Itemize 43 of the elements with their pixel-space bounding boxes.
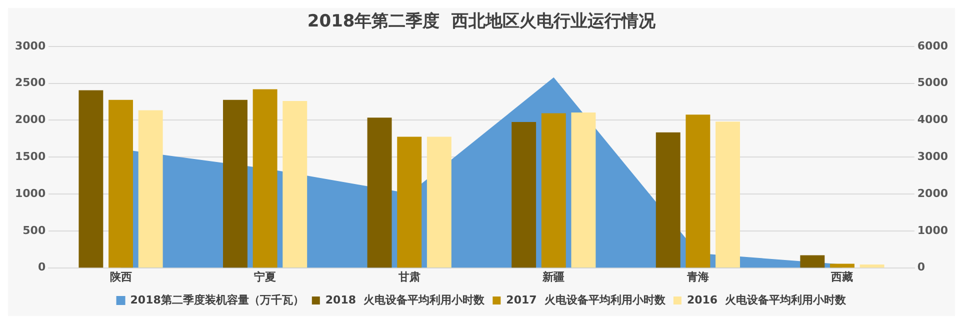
- bar: [367, 118, 392, 268]
- bar: [108, 100, 133, 268]
- bar: [830, 264, 854, 268]
- y-tick-label: 1000: [14, 186, 46, 200]
- y-tick-label: 0: [38, 260, 46, 274]
- y-tick-label: 3000: [14, 39, 46, 52]
- bar: [512, 122, 536, 268]
- bar: [686, 114, 710, 268]
- bar: [800, 255, 825, 268]
- x-tick-label: 宁夏: [254, 270, 276, 284]
- bar: [252, 89, 278, 268]
- bar: [656, 132, 680, 268]
- bar: [571, 112, 596, 268]
- bar: [138, 110, 163, 268]
- legend-label: 2017 火电设备平均利用小时数: [506, 293, 666, 306]
- y-tick-label: 2000: [14, 113, 46, 126]
- bar: [223, 100, 248, 268]
- x-tick-label: 甘肃: [397, 270, 420, 284]
- y2-tick-label: 4000: [917, 113, 948, 126]
- x-tick-label: 西藏: [830, 270, 854, 284]
- x-tick-label: 陕西: [110, 270, 132, 284]
- x-tick-label: 青海: [686, 270, 709, 284]
- legend-label: 2018 火电设备平均利用小时数: [325, 293, 486, 306]
- y2-tick-label: 0: [917, 260, 926, 274]
- chart-title: 2018年第二季度 西北地区火电行业运行情况: [307, 12, 657, 32]
- bar: [397, 136, 422, 268]
- bar: [78, 90, 104, 268]
- y2-tick-label: 1000: [917, 224, 948, 237]
- x-tick-label: 新疆: [542, 270, 565, 284]
- y-tick-label: 1500: [14, 150, 46, 163]
- bar: [716, 122, 740, 268]
- y2-tick-label: 5000: [917, 76, 948, 90]
- y2-tick-label: 2000: [917, 186, 948, 200]
- bar: [860, 264, 884, 268]
- bar: [426, 136, 452, 268]
- bar: [282, 101, 308, 268]
- legend-label: 2018第二季度装机容量（万千瓦）: [130, 293, 304, 306]
- y2-tick-label: 3000: [917, 150, 948, 163]
- y-tick-label: 2500: [14, 76, 46, 90]
- legend-label: 2016 火电设备平均利用小时数: [686, 293, 848, 306]
- y2-tick-label: 6000: [917, 39, 948, 52]
- y-tick-label: 500: [22, 224, 46, 237]
- bar: [541, 113, 566, 268]
